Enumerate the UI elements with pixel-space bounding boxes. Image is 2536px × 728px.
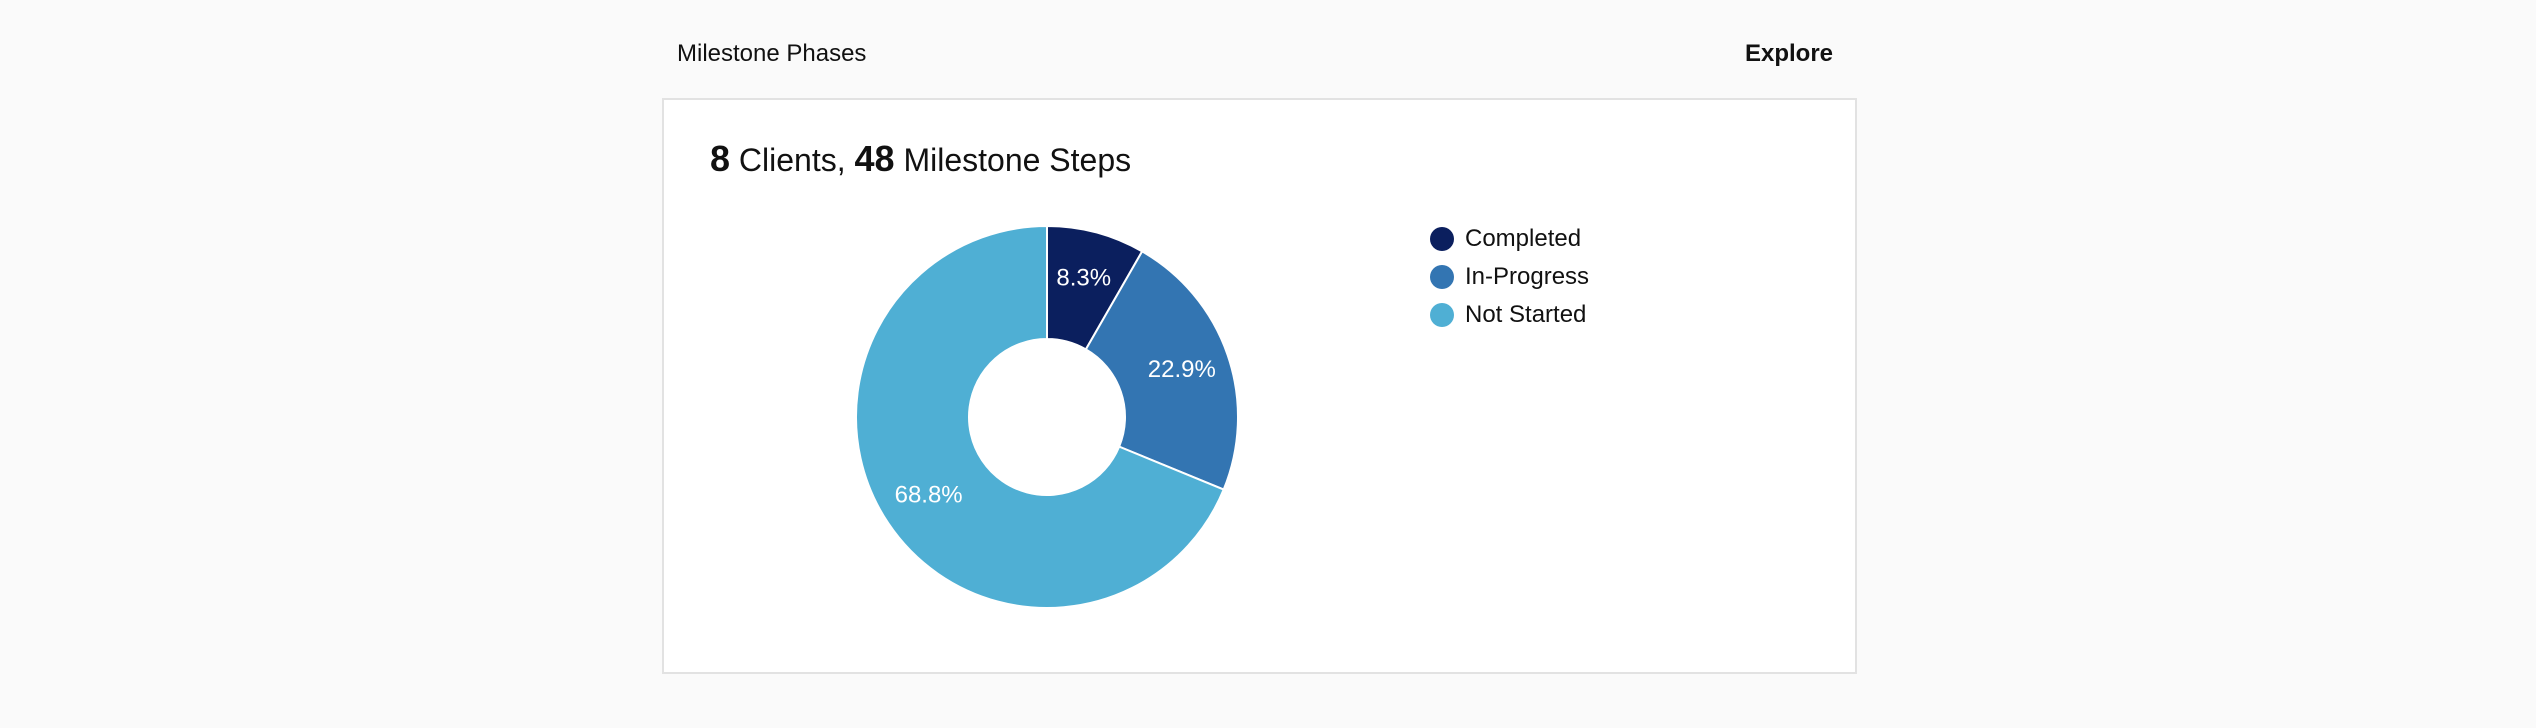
legend-label: Not Started (1465, 301, 1587, 328)
legend-label: In-Progress (1465, 263, 1590, 290)
legend-swatch (1430, 227, 1454, 251)
slice-label-not-started: 68.8% (895, 482, 963, 509)
legend-item-not-started[interactable]: Not Started (1430, 296, 1589, 334)
legend-item-in-progress[interactable]: In-Progress (1430, 258, 1589, 296)
clients-label: Clients, (730, 142, 855, 178)
donut-slice-not-started[interactable] (855, 224, 1225, 609)
donut-slice-in-progress[interactable] (1084, 250, 1239, 491)
legend-label: Completed (1465, 225, 1582, 252)
clients-count: 8 (710, 138, 731, 179)
explore-link[interactable]: Explore (1745, 40, 1834, 67)
steps-label: Milestone Steps (894, 142, 1132, 178)
legend-swatch (1430, 303, 1454, 327)
summary-line: 8 Clients, 48 Milestone Steps (710, 138, 1131, 180)
section-title: Milestone Phases (677, 40, 867, 67)
chart-legend: Completed In-Progress Not Started (1430, 220, 1589, 334)
slice-label-completed: 8.3% (1056, 265, 1111, 292)
slice-label-in-progress: 22.9% (1148, 356, 1216, 383)
legend-item-completed[interactable]: Completed (1430, 220, 1589, 258)
legend-swatch (1430, 265, 1454, 289)
donut-chart: 8.3% 22.9% 68.8% (855, 224, 1239, 609)
milestone-card: 8 Clients, 48 Milestone Steps 8.3% 22.9% 6… (662, 98, 1857, 674)
steps-count: 48 (854, 138, 895, 179)
